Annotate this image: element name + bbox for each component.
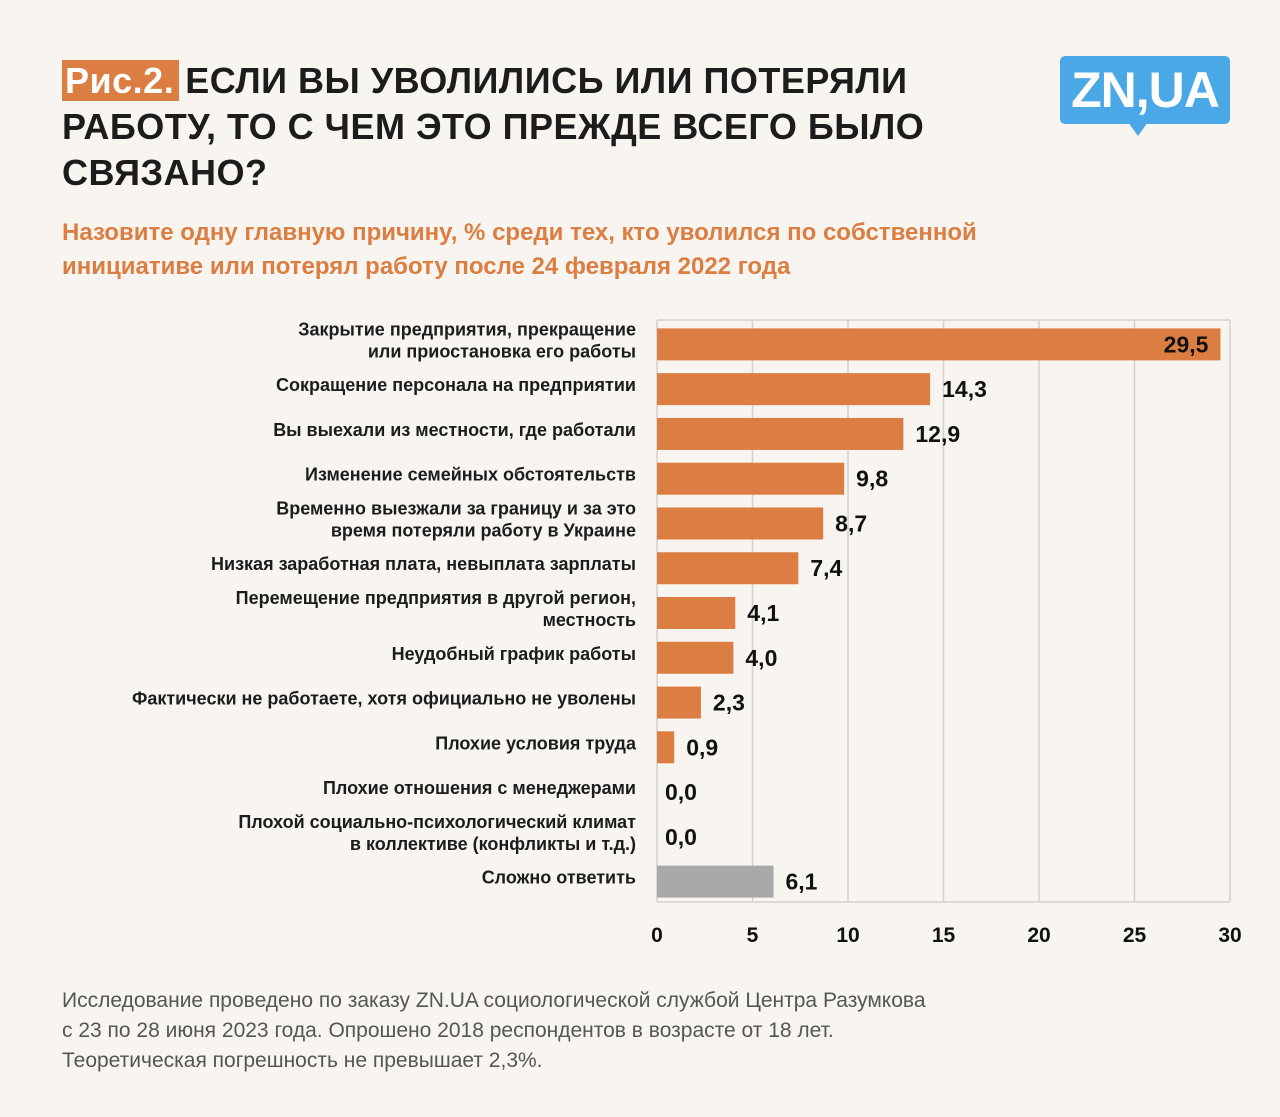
category-label: Сокращение персонала на предприятии <box>276 375 636 395</box>
category-label: Изменение семейных обстоятельств <box>305 465 636 485</box>
bar-value-label: 29,5 <box>1164 331 1209 357</box>
bar-value-label: 4,0 <box>745 645 777 671</box>
bar-value-label: 12,9 <box>915 421 960 447</box>
bar <box>657 686 701 719</box>
x-tick-label: 25 <box>1123 924 1147 947</box>
footnote-line: Теоретическая погрешность не превышает 2… <box>62 1049 543 1072</box>
bar <box>657 865 774 898</box>
footnote-line: с 23 по 28 июня 2023 года. Опрошено 2018… <box>62 1019 834 1042</box>
bar-value-label: 0,0 <box>665 824 697 850</box>
category-label: в коллективе (конфликты и т.д.) <box>350 834 636 854</box>
category-label: местность <box>543 610 636 630</box>
bar-value-label: 2,3 <box>713 690 745 716</box>
bar <box>657 507 824 540</box>
figure-badge: Рис.2. <box>62 60 180 101</box>
x-tick-label: 20 <box>1027 924 1050 947</box>
chart-subtitle: Назовите одну главную причину, % среди т… <box>62 219 977 280</box>
category-label: Перемещение предприятия в другой регион, <box>236 588 636 608</box>
category-label: время потеряли работу в Украине <box>331 520 636 540</box>
x-tick-label: 0 <box>651 924 663 947</box>
bar-value-label: 7,4 <box>810 555 842 581</box>
title-text: ЕСЛИ ВЫ УВОЛИЛИСЬ ИЛИ ПОТЕРЯЛИ РАБОТУ, Т… <box>62 60 925 193</box>
category-label: Закрытие предприятия, прекращение <box>298 319 636 339</box>
category-label: Временно выезжали за границу и за это <box>276 498 636 518</box>
bar-value-label: 9,8 <box>856 466 888 492</box>
bar <box>657 641 734 674</box>
x-tick-label: 30 <box>1218 924 1241 947</box>
category-label: Неудобный график работы <box>392 644 636 664</box>
bar <box>657 731 675 764</box>
bar-value-label: 4,1 <box>747 600 779 626</box>
footnote: Исследование проведено по заказу ZN.UA с… <box>62 986 1142 1076</box>
logo-speech-tail-icon <box>1128 122 1148 136</box>
bar-value-label: 14,3 <box>942 376 987 402</box>
zn-ua-logo: ZN,UA <box>1060 56 1230 124</box>
x-tick-label: 15 <box>932 924 956 947</box>
bar-value-label: 6,1 <box>786 869 818 895</box>
footnote-line: Исследование проведено по заказу ZN.UA с… <box>62 989 926 1012</box>
bar <box>657 552 799 585</box>
category-label: Плохой социально-психологический климат <box>238 812 636 832</box>
bar <box>657 597 736 629</box>
chart-title: Рис.2. ЕСЛИ ВЫ УВОЛИЛИСЬ ИЛИ ПОТЕРЯЛИ РАБ… <box>62 58 1012 196</box>
category-label: Низкая заработная плата, невыплата зарпл… <box>211 554 636 574</box>
x-tick-label: 10 <box>836 924 859 947</box>
bar <box>657 373 931 406</box>
x-tick-label: 5 <box>747 924 759 947</box>
category-label: Сложно ответить <box>482 868 636 888</box>
logo-text: ZN,UA <box>1071 62 1220 118</box>
bar-value-label: 0,0 <box>665 779 697 805</box>
bar <box>657 462 845 495</box>
category-label: Плохие условия труда <box>435 733 637 753</box>
bar <box>657 417 904 450</box>
category-label: или приостановка его работы <box>368 341 636 361</box>
bar <box>657 328 1221 361</box>
bar-value-label: 0,9 <box>686 734 718 760</box>
bar-value-label: 8,7 <box>835 510 867 536</box>
category-label: Плохие отношения с менеджерами <box>323 778 636 798</box>
category-label: Фактически не работаете, хотя официально… <box>132 689 636 709</box>
category-label: Вы выехали из местности, где работали <box>273 420 636 440</box>
